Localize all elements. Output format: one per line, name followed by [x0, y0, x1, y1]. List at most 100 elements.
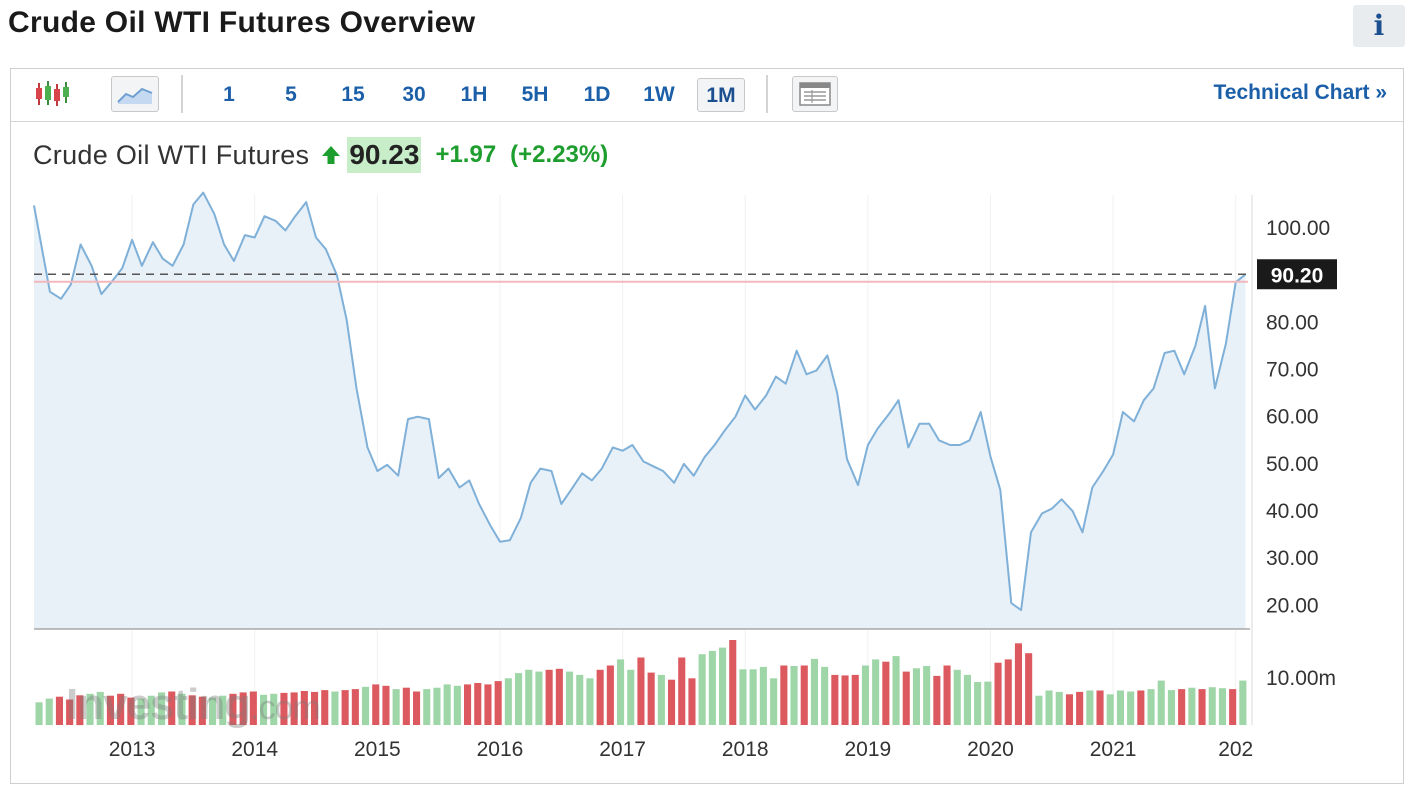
price-area — [34, 192, 1246, 629]
interval-1m[interactable]: 1M — [697, 78, 745, 112]
volume-bar — [494, 681, 502, 725]
volume-bar — [1127, 691, 1135, 725]
toolbar-separator — [766, 75, 768, 113]
toolbar-separator — [181, 75, 183, 113]
interval-1[interactable]: 1 — [223, 83, 235, 106]
x-tick-label: 2013 — [109, 738, 156, 761]
interval-1h[interactable]: 1H — [460, 83, 488, 106]
volume-bar — [443, 684, 451, 725]
volume-bar — [525, 669, 533, 726]
volume-bar — [953, 669, 961, 726]
volume-bar — [770, 678, 778, 726]
volume-bar — [739, 669, 747, 725]
volume-bar — [708, 650, 716, 725]
volume-bar — [1106, 694, 1114, 725]
interval-1d[interactable]: 1D — [583, 83, 611, 106]
x-tick-label: 202 — [1218, 738, 1253, 761]
volume-bar — [984, 681, 992, 725]
volume-bar — [800, 665, 808, 725]
volume-bar — [413, 691, 421, 725]
volume-bar — [841, 675, 849, 725]
volume-bar — [668, 679, 676, 725]
volume-bar — [362, 686, 370, 726]
volume-bar — [464, 684, 472, 725]
info-icon[interactable]: i — [1353, 5, 1405, 47]
volume-bar — [1218, 688, 1226, 725]
volume-bar — [1065, 694, 1073, 725]
interval-15[interactable]: 15 — [341, 83, 365, 106]
volume-bar — [1178, 689, 1186, 725]
volume-bar — [1208, 687, 1216, 725]
volume-bar — [1004, 659, 1012, 725]
volume-bar — [351, 689, 359, 725]
volume-bar — [1239, 680, 1247, 725]
volume-bar — [504, 678, 512, 726]
x-tick-label: 2016 — [477, 738, 524, 761]
volume-bar — [45, 698, 53, 725]
volume-bar — [209, 697, 217, 725]
y-tick-label: 20.00 — [1266, 594, 1319, 617]
volume-bar — [831, 674, 839, 725]
volume-bar — [1055, 691, 1063, 725]
current-price-label: 90.20 — [1271, 264, 1324, 287]
area-chart-icon[interactable] — [111, 76, 159, 112]
volume-bar — [55, 696, 63, 725]
volume-bar — [1096, 690, 1104, 725]
volume-bar — [300, 691, 308, 725]
volume-bar — [219, 695, 227, 725]
volume-bar — [535, 671, 543, 725]
instrument-name: Crude Oil WTI Futures — [33, 139, 310, 170]
x-tick-label: 2014 — [231, 738, 278, 761]
volume-bar — [229, 693, 237, 725]
volume-bar — [892, 656, 900, 725]
last-price: 90.23 — [347, 137, 422, 173]
volume-bar — [453, 685, 461, 725]
volume-bar — [280, 692, 288, 725]
volume-bar — [290, 692, 298, 725]
interval-1w[interactable]: 1W — [643, 83, 675, 106]
volume-bar — [974, 682, 982, 725]
volume-bar — [382, 685, 390, 725]
quote-header: Crude Oil WTI Futures 90.23 +1.97 (+2.23… — [33, 135, 608, 175]
volume-bar — [688, 678, 696, 726]
table-layout-icon[interactable] — [792, 76, 838, 112]
volume-bar — [137, 698, 145, 725]
volume-bar — [1167, 690, 1175, 725]
volume-bar — [555, 668, 563, 725]
volume-bar — [311, 691, 319, 725]
y-tick-label: 40.00 — [1266, 500, 1319, 523]
volume-bar — [637, 657, 645, 725]
volume-bar — [810, 658, 818, 725]
candlestick-icon[interactable] — [29, 76, 77, 112]
technical-chart-link[interactable]: Technical Chart » — [1213, 81, 1388, 104]
volume-bar — [484, 684, 492, 725]
volume-bar — [260, 694, 268, 725]
volume-bar — [1157, 680, 1165, 725]
volume-bar — [1076, 691, 1084, 725]
volume-bar — [392, 689, 400, 725]
volume-bar — [117, 693, 125, 725]
interval-5[interactable]: 5 — [285, 83, 297, 106]
volume-bar — [106, 695, 114, 725]
volume-bar — [86, 693, 94, 725]
current-price-badge — [1257, 259, 1337, 290]
volume-bar — [861, 665, 869, 725]
volume-bar — [647, 672, 655, 725]
volume-bar — [872, 659, 880, 725]
arrow-up-icon — [322, 146, 341, 164]
volume-bar — [759, 666, 767, 725]
investing-watermark: Investing.com — [66, 680, 321, 730]
x-tick-label: 2015 — [354, 738, 401, 761]
volume-bar — [1014, 643, 1022, 725]
volume-bar — [249, 691, 257, 725]
volume-axis-label: 10.00m — [1266, 667, 1336, 690]
volume-bar — [402, 687, 410, 725]
volume-bar — [1137, 690, 1145, 725]
interval-30[interactable]: 30 — [402, 83, 426, 106]
volume-bar — [1188, 687, 1196, 725]
interval-5h[interactable]: 5H — [521, 83, 549, 106]
volume-bar — [678, 657, 686, 725]
price-change: +1.97 — [435, 141, 497, 168]
volume-bar — [943, 665, 951, 725]
